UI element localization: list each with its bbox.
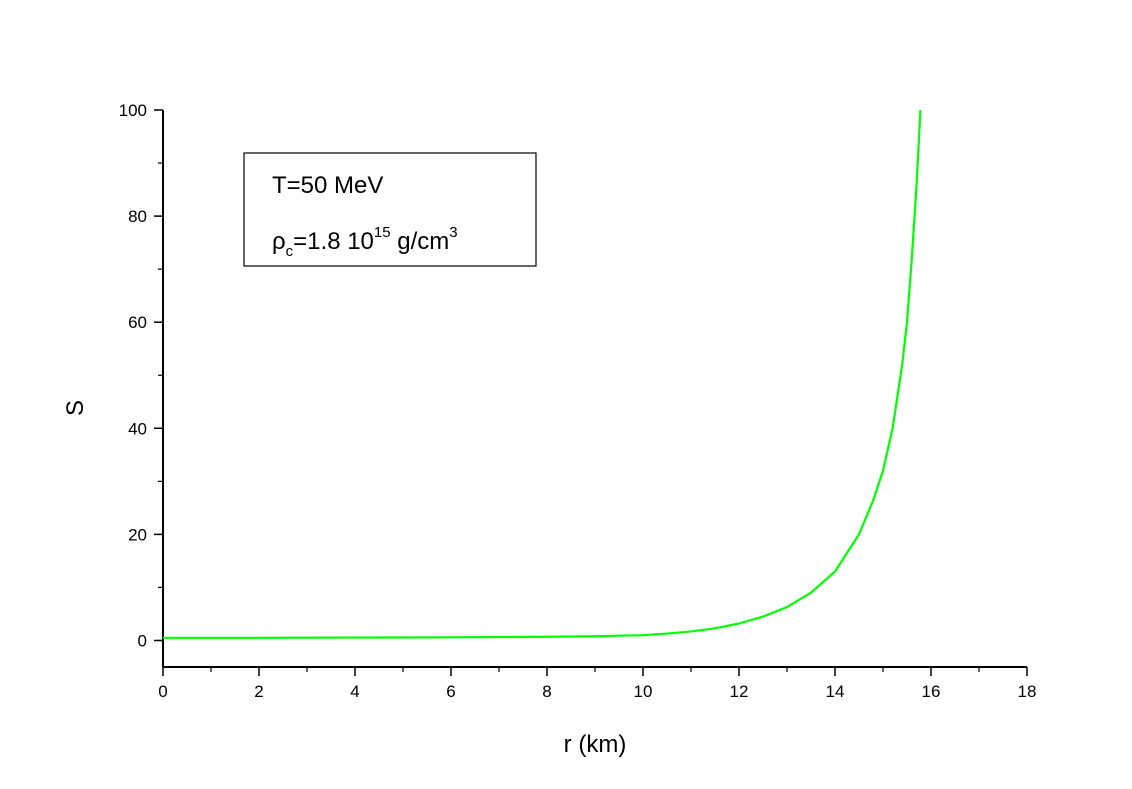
y-tick-label: 100 <box>119 101 147 120</box>
legend-line-1: T=50 MeV <box>272 172 383 199</box>
x-tick-label: 18 <box>1018 682 1037 701</box>
legend-exponent: 15 <box>374 224 391 241</box>
x-axis-title: r (km) <box>564 731 627 758</box>
y-tick-label: 0 <box>138 631 147 650</box>
y-tick-label: 60 <box>128 313 147 332</box>
series-line <box>163 109 922 639</box>
legend-rho: ρ <box>272 228 286 255</box>
x-tick-label: 8 <box>542 682 551 701</box>
legend-unit: g/cm <box>391 228 450 255</box>
x-tick-label: 6 <box>446 682 455 701</box>
series-layer <box>163 109 922 639</box>
legend-frame <box>243 152 537 267</box>
legend-density-value: =1.8 10 <box>293 228 374 255</box>
x-tick-label: 4 <box>350 682 359 701</box>
ticks: 0 2 4 6 8 10 12 14 16 18 0 20 40 60 80 100 <box>119 101 1037 701</box>
y-axis-title: S <box>62 400 89 416</box>
legend-line-2: ρc=1.8 1015 g/cm3 <box>272 224 458 260</box>
legend-rho-subscript: c <box>286 243 294 260</box>
y-tick-label: 80 <box>128 207 147 226</box>
legend-box: T=50 MeV ρc=1.8 1015 g/cm3 <box>243 152 537 267</box>
legend-unit-exponent: 3 <box>449 224 457 241</box>
y-tick-label: 20 <box>128 525 147 544</box>
x-tick-label: 2 <box>254 682 263 701</box>
x-tick-label: 0 <box>158 682 167 701</box>
x-tick-label: 16 <box>922 682 941 701</box>
x-tick-label: 14 <box>826 682 845 701</box>
x-tick-label: 12 <box>730 682 749 701</box>
x-tick-label: 10 <box>634 682 653 701</box>
y-tick-label: 40 <box>128 419 147 438</box>
